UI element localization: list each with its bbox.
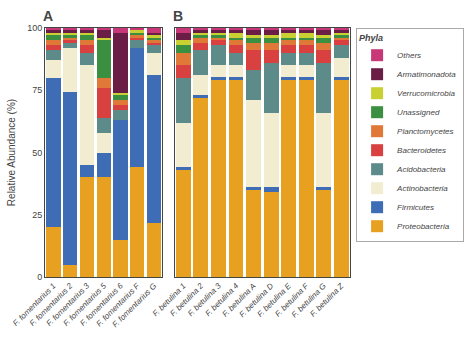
svg-text:Firmicutes: Firmicutes xyxy=(397,203,434,212)
svg-text:A: A xyxy=(43,8,53,24)
svg-text:F. betulina E: F. betulina E xyxy=(255,281,293,319)
svg-text:25: 25 xyxy=(32,210,42,220)
svg-text:Others: Others xyxy=(397,51,421,60)
svg-text:F. betulina D: F. betulina D xyxy=(238,281,276,319)
svg-text:F. betulina 2: F. betulina 2 xyxy=(168,281,205,318)
svg-text:F. betulina 3: F. betulina 3 xyxy=(186,281,223,318)
svg-text:Proteobacteria: Proteobacteria xyxy=(397,222,450,231)
svg-text:Phyla: Phyla xyxy=(359,33,383,43)
svg-text:Acidobacteria: Acidobacteria xyxy=(396,165,446,174)
svg-text:F. fomentarius F: F. fomentarius F xyxy=(95,281,143,329)
svg-text:F. fomentarius 6: F. fomentarius 6 xyxy=(78,281,125,328)
svg-text:F. fomentarius 1: F. fomentarius 1 xyxy=(11,281,58,328)
svg-text:F. betulina G: F. betulina G xyxy=(290,281,328,319)
svg-text:Armatimonadota: Armatimonadota xyxy=(396,70,456,79)
svg-text:F. betulina Z: F. betulina Z xyxy=(308,281,346,319)
svg-text:F. fomentarius 3: F. fomentarius 3 xyxy=(45,281,92,328)
svg-text:Bacteroidetes: Bacteroidetes xyxy=(397,146,446,155)
svg-text:B: B xyxy=(173,8,183,24)
svg-text:Actinobacteria: Actinobacteria xyxy=(396,184,448,193)
svg-text:F. betulina 4: F. betulina 4 xyxy=(203,281,240,318)
svg-text:F. fomentarius 5: F. fomentarius 5 xyxy=(61,281,108,328)
svg-text:75: 75 xyxy=(32,85,42,95)
svg-text:Planctomycetes: Planctomycetes xyxy=(397,127,453,136)
svg-text:Relative Abundance (%): Relative Abundance (%) xyxy=(6,99,17,206)
svg-text:0: 0 xyxy=(37,272,42,282)
svg-text:F. fomentarius 2: F. fomentarius 2 xyxy=(28,281,75,328)
svg-text:F. fomentarius G: F. fomentarius G xyxy=(111,281,159,329)
svg-text:Verrucomicrobia: Verrucomicrobia xyxy=(397,89,455,98)
svg-text:F. betulina 1: F. betulina 1 xyxy=(151,281,188,318)
svg-text:Unassigned: Unassigned xyxy=(397,108,440,117)
svg-text:100: 100 xyxy=(27,23,42,33)
svg-text:50: 50 xyxy=(32,148,42,158)
svg-text:F. betulina F: F. betulina F xyxy=(273,281,311,319)
svg-text:F. betulina A: F. betulina A xyxy=(221,281,258,318)
